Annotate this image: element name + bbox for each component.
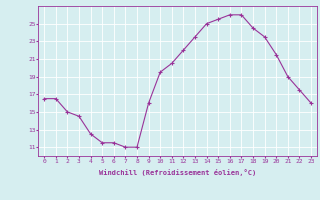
X-axis label: Windchill (Refroidissement éolien,°C): Windchill (Refroidissement éolien,°C): [99, 169, 256, 176]
